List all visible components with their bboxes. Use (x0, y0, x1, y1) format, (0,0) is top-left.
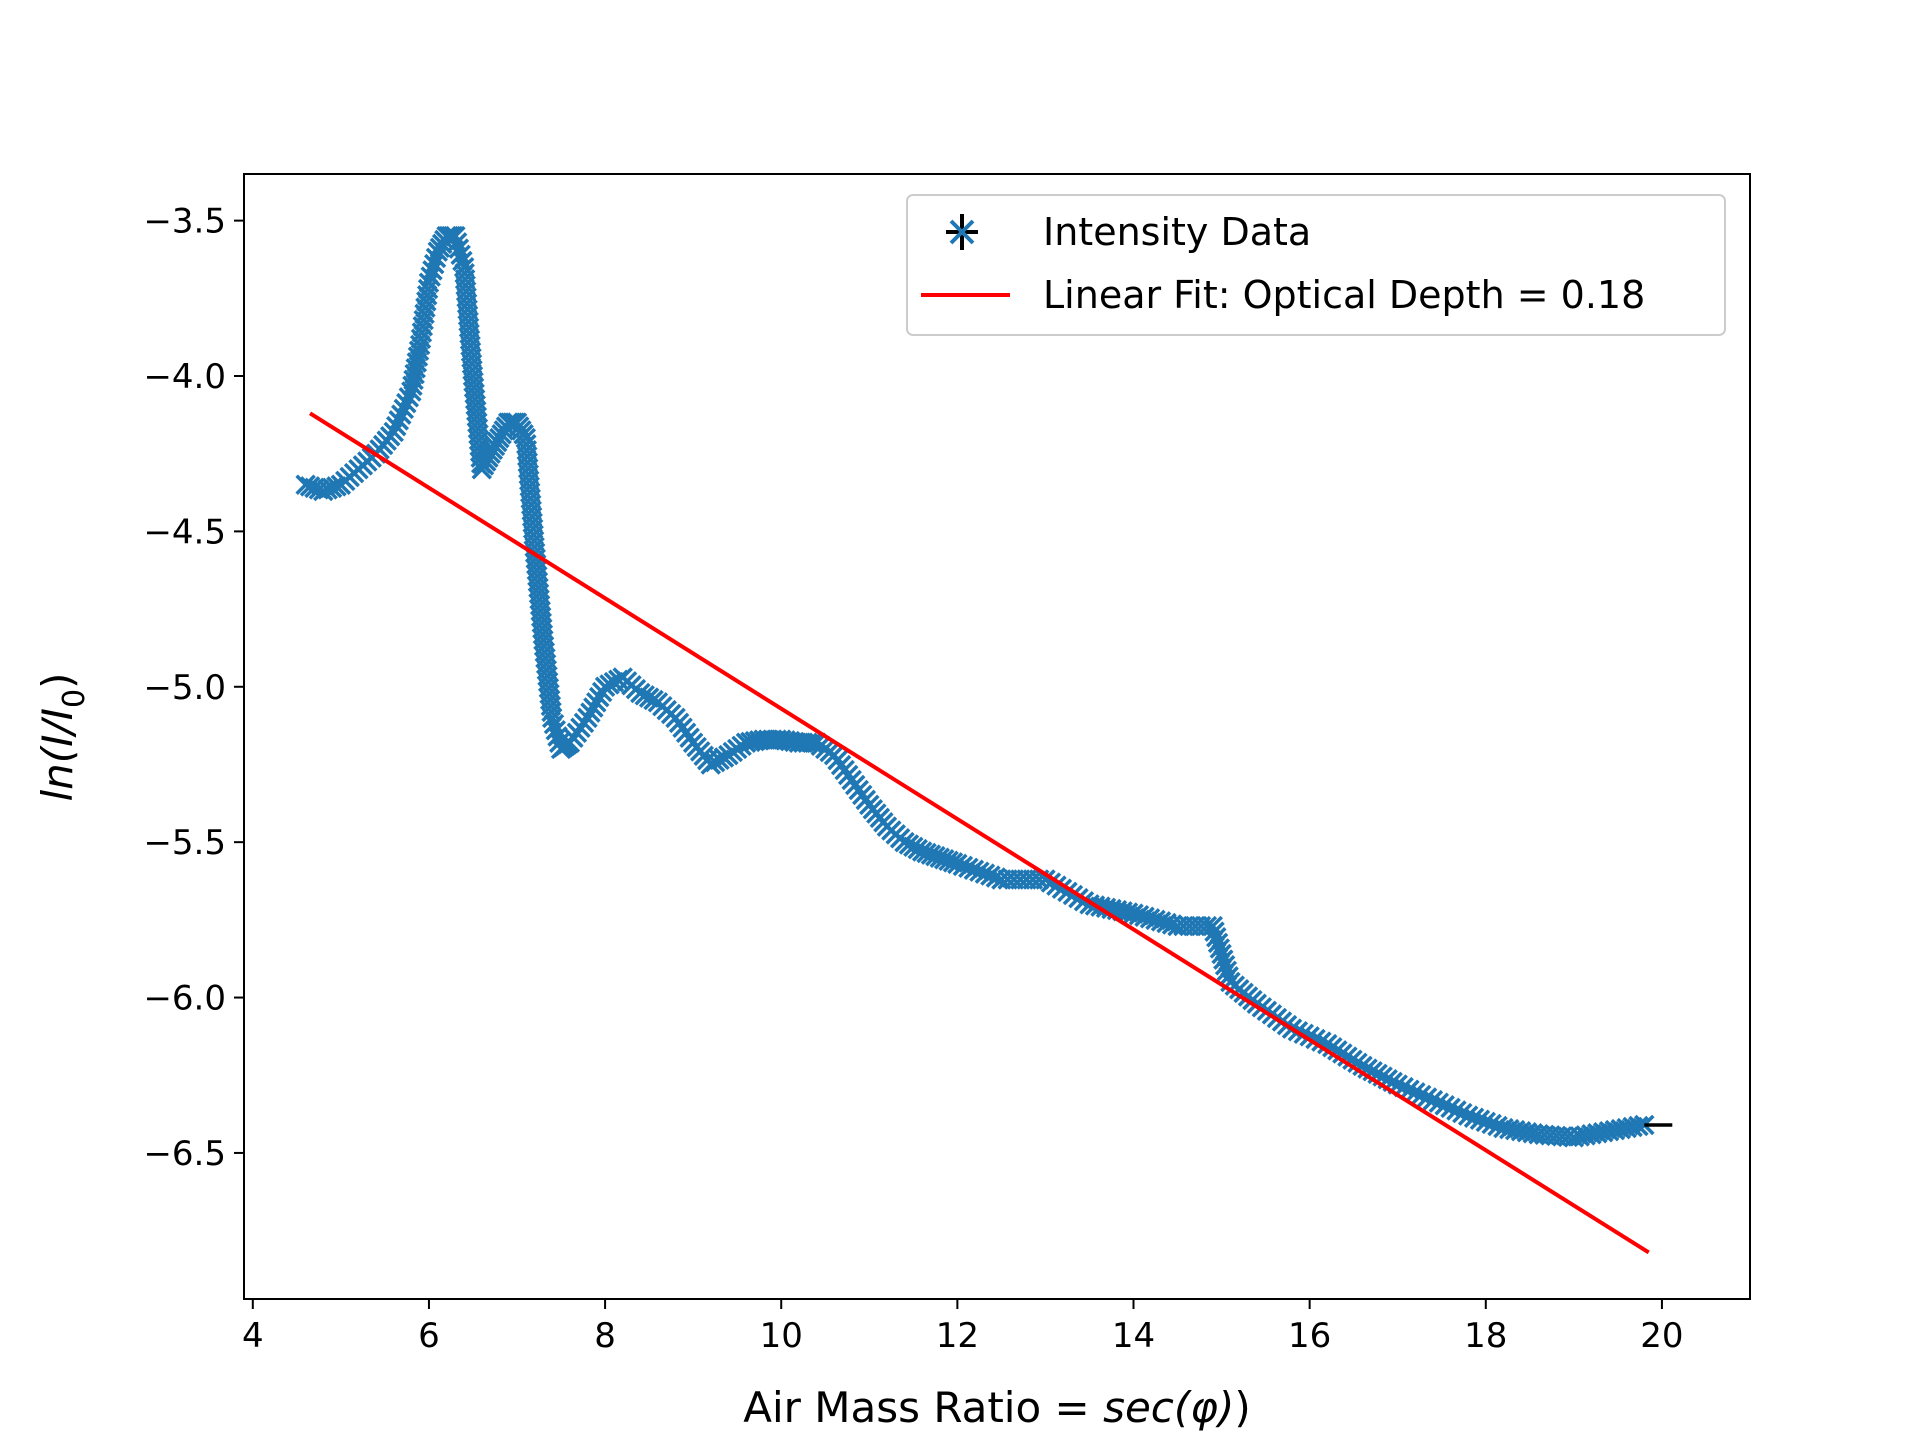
data-point (420, 266, 441, 287)
data-point (1204, 921, 1225, 942)
data-point (396, 392, 417, 414)
legend-marker-intensity-data (946, 214, 978, 250)
y-tick-label: −5.5 (143, 823, 226, 863)
data-point (1446, 1100, 1467, 1121)
plot-frame (243, 173, 1751, 1300)
y-tick-label: −4.0 (143, 357, 226, 397)
data-point (952, 855, 974, 877)
data-point (1475, 1111, 1497, 1133)
data-point (1202, 915, 1224, 937)
data-point (543, 713, 565, 735)
data-point (947, 853, 968, 875)
data-point (1216, 960, 1238, 982)
data-point (1214, 954, 1236, 976)
y-tick-label: −6.0 (143, 979, 226, 1019)
data-point (383, 421, 404, 443)
x-tick-label: 10 (760, 1316, 803, 1356)
x-tick-label: 18 (1464, 1316, 1507, 1356)
y-tick-label: −5.0 (143, 668, 226, 708)
data-point (958, 857, 979, 879)
data-point (1440, 1097, 1461, 1119)
data-point (398, 387, 420, 408)
y-axis: −3.5 −4.0 −4.5 −5.0 −5.5 −6.0 −6.5 (143, 202, 244, 1174)
series-intensity-data (295, 225, 1673, 1148)
x-tick-label: 8 (594, 1316, 616, 1356)
data-point (423, 253, 445, 275)
data-point (1434, 1095, 1455, 1116)
data-point (422, 260, 443, 281)
data-point (1399, 1079, 1420, 1100)
x-tick-label: 16 (1288, 1316, 1331, 1356)
x-tick-label: 12 (936, 1316, 979, 1356)
data-point (963, 859, 985, 880)
data-point (1469, 1109, 1491, 1131)
data-point (391, 404, 412, 425)
x-tick-label: 14 (1112, 1316, 1155, 1356)
plot-area (295, 225, 1673, 1255)
data-point (448, 238, 470, 259)
legend-label-linear-fit: Linear Fit: Optical Depth = 0.18 (1043, 273, 1645, 317)
data-point (1209, 938, 1231, 959)
x-axis-label: Air Mass Ratio = sec(φ)) (743, 1383, 1251, 1432)
data-point (445, 225, 466, 247)
y-axis-label: ln(I/I0) (33, 672, 92, 801)
data-point (980, 865, 1001, 886)
data-point (542, 707, 563, 729)
data-point (1463, 1107, 1485, 1128)
data-point (418, 272, 440, 294)
legend-box (906, 194, 1726, 336)
data-point (1211, 943, 1232, 965)
x-tick-label: 4 (242, 1316, 264, 1356)
data-point (974, 863, 996, 884)
data-point (446, 232, 468, 253)
data-point (1452, 1102, 1473, 1124)
data-point (969, 861, 990, 882)
data-point (1428, 1092, 1450, 1113)
data-point (1206, 927, 1227, 948)
data-point (1207, 932, 1229, 954)
data-point (1457, 1105, 1479, 1126)
data-point (1487, 1115, 1508, 1137)
legend-label-intensity-data: Intensity Data (1043, 210, 1311, 254)
data-point (1405, 1082, 1426, 1103)
data-point (1422, 1089, 1444, 1111)
data-point (1410, 1084, 1432, 1106)
y-tick-label: −6.5 (143, 1134, 226, 1174)
series-linear-fit (308, 411, 1650, 1255)
data-point (1481, 1113, 1502, 1135)
data-point (1416, 1087, 1438, 1108)
data-point (1311, 1031, 1332, 1052)
data-point (388, 410, 409, 431)
y-tick-label: −4.5 (143, 512, 226, 552)
data-point (450, 244, 471, 266)
x-axis: 4 6 8 10 12 14 16 18 20 (242, 1299, 1684, 1356)
y-tick-label: −3.5 (143, 202, 226, 242)
x-tick-label: 20 (1640, 1316, 1683, 1356)
legend: Intensity Data Linear Fit: Optical Depth… (906, 194, 1726, 336)
data-point (393, 398, 415, 420)
x-tick-label: 6 (418, 1316, 440, 1356)
data-point (385, 415, 407, 437)
data-point (1213, 949, 1234, 970)
data-point (1628, 1115, 1649, 1137)
